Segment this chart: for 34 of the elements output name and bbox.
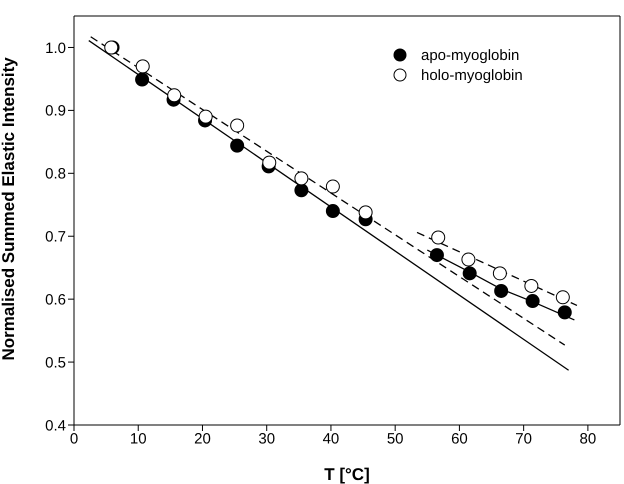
line-series	[426, 249, 576, 321]
point	[294, 183, 308, 198]
x-tick-label: 0	[70, 430, 78, 448]
y-tick-label: 0.9	[45, 102, 66, 120]
x-tick-label: 60	[451, 430, 468, 448]
point	[494, 284, 508, 298]
x-tick-label: 80	[580, 430, 596, 448]
point	[262, 156, 276, 170]
x-tick-label: 50	[386, 430, 404, 448]
point	[230, 138, 244, 153]
point	[430, 248, 444, 262]
point	[526, 294, 540, 308]
point	[326, 204, 340, 218]
y-tick-label: 0.6	[45, 291, 66, 308]
point	[167, 88, 182, 102]
y-tick-label: 0.8	[45, 166, 66, 183]
point	[198, 110, 213, 124]
x-tick-label: 40	[322, 430, 340, 448]
y-tick-label: 0.5	[45, 354, 66, 372]
y-tick-label: 1.0	[45, 40, 66, 57]
legend-label: holo-myoglobin	[421, 66, 523, 84]
y-tick-label: 0.4	[45, 417, 66, 434]
x-axis-title: T [°C]	[324, 465, 370, 484]
x-tick-label: 20	[194, 430, 211, 448]
point	[135, 72, 150, 87]
x-tick-label: 10	[130, 430, 147, 448]
point	[558, 305, 572, 320]
x-tick-label: 30	[258, 430, 276, 448]
legend-label: apo-myoglobin	[421, 46, 520, 64]
x-tick-label: 70	[515, 430, 532, 448]
point	[358, 205, 373, 220]
point	[462, 266, 477, 280]
y-tick-label: 0.7	[45, 228, 66, 246]
y-axis-title: Normalised Summed Elastic Intensity	[0, 56, 18, 360]
